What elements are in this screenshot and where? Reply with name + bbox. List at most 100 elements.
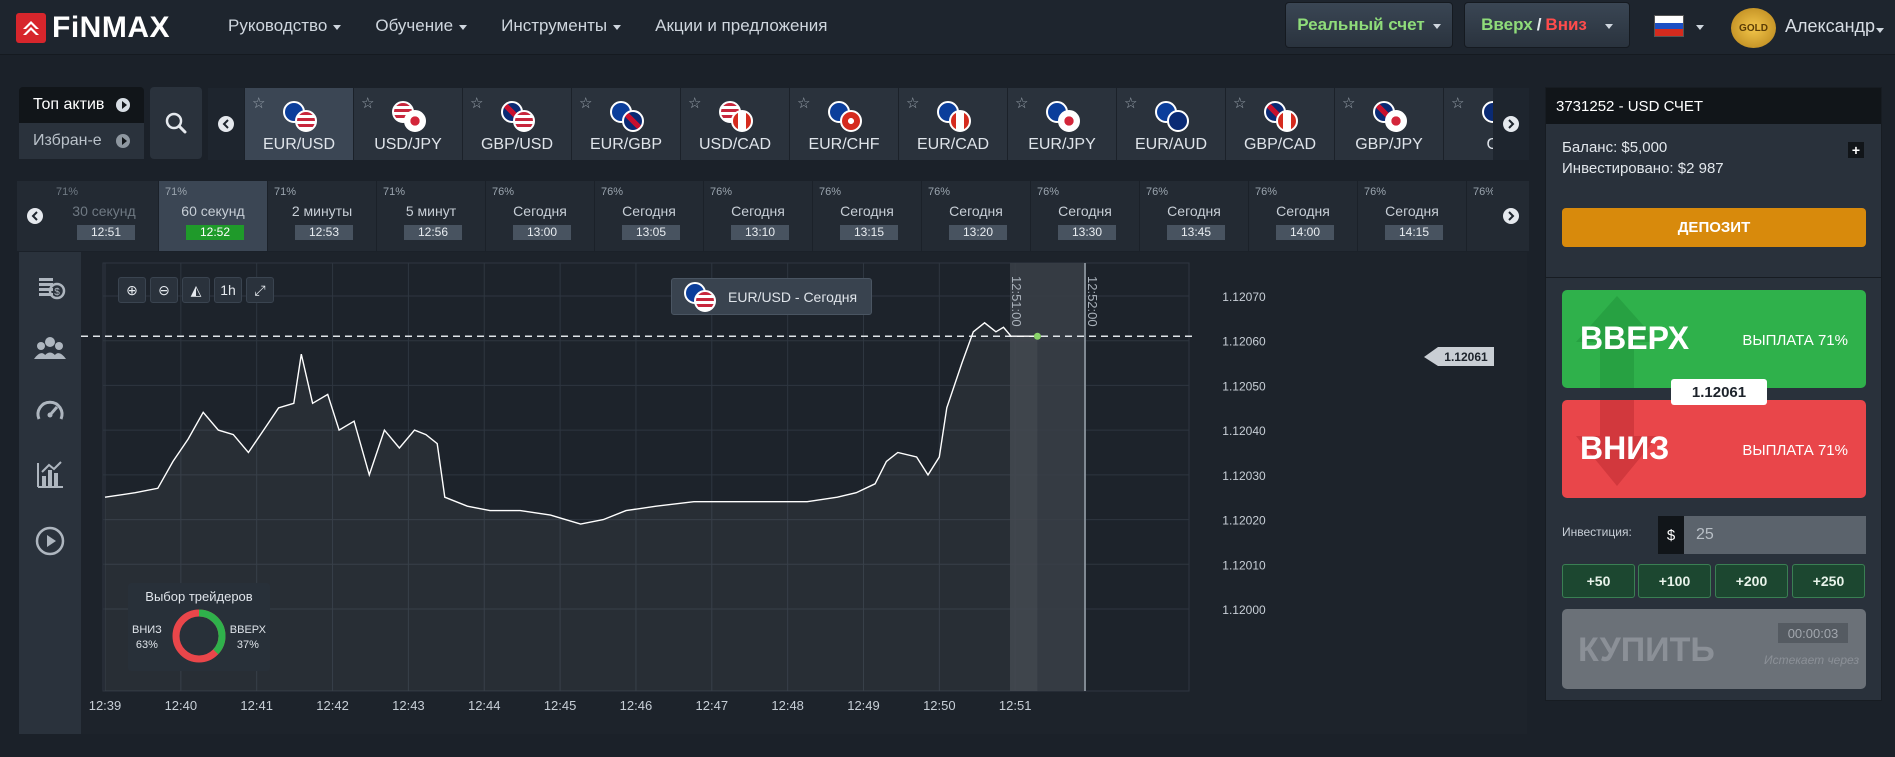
x-axis: 12:39 12:40 12:41 12:42 12:43 12:44 12:45 12:46…	[89, 698, 1032, 713]
put-down-button[interactable]: ВНИЗ ВЫПЛАТА 71%	[1562, 400, 1866, 498]
expiry-tile[interactable]: 76% Сегодня 13:05	[595, 181, 704, 251]
flag-icon	[1276, 110, 1298, 132]
expiry-tile[interactable]: 71% 30 секунд 12:51	[50, 181, 159, 251]
users-icon[interactable]	[33, 332, 67, 366]
buy-button[interactable]: КУПИТЬ 00:00:03 Истекает через	[1562, 609, 1866, 689]
indicators-button[interactable]: ⤢	[246, 277, 274, 303]
expiry-tile[interactable]: 71% 2 минуты 12:53	[268, 181, 377, 251]
language-selector[interactable]	[1654, 15, 1704, 37]
put-down-label: ВНИЗ	[1580, 430, 1670, 466]
chart-asset-tag[interactable]: EUR/USD - Сегодня	[671, 278, 872, 315]
asset-tile[interactable]: ☆ USD/CAD	[681, 88, 790, 160]
asset-tile[interactable]: ☆ GBP/JPY	[1335, 88, 1444, 160]
bar-chart-icon[interactable]	[33, 458, 67, 492]
menu-guide[interactable]: Руководство	[228, 16, 342, 36]
assets-prev-button[interactable]	[208, 88, 244, 160]
add-200-button[interactable]: +200	[1715, 564, 1788, 598]
traders-choice-widget: Выбор трейдеров ВНИЗ 63% ВВЕРХ 37%	[128, 583, 270, 671]
expand-account-button[interactable]: +	[1848, 142, 1864, 158]
asset-tile[interactable]: ☆ GB	[1444, 88, 1493, 160]
expiry-tile[interactable]: 76% Сегодня 13:20	[922, 181, 1031, 251]
flag-icon	[1385, 110, 1407, 132]
zoom-in-button[interactable]: ⊕	[118, 277, 146, 303]
star-icon[interactable]: ☆	[1451, 95, 1465, 112]
asset-tile[interactable]: ☆ GBP/USD	[463, 88, 572, 160]
expiry-time: 14:15	[1385, 225, 1443, 240]
expiry-tile[interactable]: 76% Сегодня 13:15	[813, 181, 922, 251]
star-icon[interactable]: ☆	[688, 95, 702, 112]
asset-tile[interactable]: ☆ EUR/AUD	[1117, 88, 1226, 160]
investment-amount-input[interactable]	[1684, 516, 1866, 554]
asset-tile[interactable]: ☆ EUR/GBP	[572, 88, 681, 160]
asset-tile[interactable]: ☆ EUR/CHF	[790, 88, 899, 160]
add-100-button[interactable]: +100	[1638, 564, 1711, 598]
expiry-tile[interactable]: 71% 5 минут 12:56	[377, 181, 486, 251]
menu-learning[interactable]: Обучение	[375, 16, 468, 36]
star-icon[interactable]: ☆	[797, 95, 811, 112]
y-tick-label: 1.12000	[1222, 603, 1266, 617]
price-chart-panel[interactable]: 12:51:00 12:52:00 1.12070 1.12060 1.12050 1…	[81, 252, 1527, 734]
expiry-tile[interactable]: 76% Сегодня 13:00	[486, 181, 595, 251]
y-tick-label: 1.12020	[1222, 514, 1266, 528]
star-icon[interactable]: ☆	[1342, 95, 1356, 112]
asset-name: GBP/USD	[480, 136, 553, 153]
buy-countdown: 00:00:03	[1778, 623, 1848, 643]
add-250-button[interactable]: +250	[1792, 564, 1865, 598]
expiry-label: Сегодня	[1385, 203, 1439, 219]
expiry-prev-button[interactable]	[17, 181, 53, 251]
expiry-tile[interactable]: 76% Сегодня 13:30	[1031, 181, 1140, 251]
traders-up-label: ВВЕРХ	[229, 624, 266, 636]
asset-tile[interactable]: ☆ EUR/CAD	[899, 88, 1008, 160]
expiry-time: 13:10	[731, 225, 789, 240]
timeframe-button[interactable]: 1h	[214, 277, 242, 303]
star-icon[interactable]: ☆	[361, 95, 375, 112]
expiry-payout: 71%	[383, 186, 406, 198]
user-name[interactable]: Александр	[1785, 16, 1876, 36]
star-icon[interactable]: ☆	[1015, 95, 1029, 112]
real-account-dropdown[interactable]: Реальный счет	[1285, 2, 1453, 48]
star-icon[interactable]: ☆	[1233, 95, 1247, 112]
chevron-down-icon	[1696, 24, 1704, 30]
chart-type-button[interactable]: ◭	[182, 277, 210, 303]
put-payout-label: ВЫПЛАТА 71%	[1742, 442, 1848, 459]
asset-tile[interactable]: ☆ GBP/CAD	[1226, 88, 1335, 160]
star-icon[interactable]: ☆	[1124, 95, 1138, 112]
play-circle-icon[interactable]	[33, 524, 67, 558]
expiry-tile[interactable]: 76% Сегодня 14:15	[1358, 181, 1467, 251]
chart-asset-label: EUR/USD - Сегодня	[728, 288, 858, 305]
direction-dropdown[interactable]: Вверх / Вниз	[1464, 2, 1630, 48]
user-menu-toggle[interactable]	[1876, 26, 1884, 33]
expiry-tile[interactable]: 76% Сегодня 14:00	[1249, 181, 1358, 251]
menu-promotions[interactable]: Акции и предложения	[655, 16, 827, 36]
expiry-payout: 76%	[492, 186, 515, 198]
star-icon[interactable]: ☆	[470, 95, 484, 112]
assets-next-button[interactable]	[1493, 88, 1529, 160]
star-icon[interactable]: ☆	[579, 95, 593, 112]
star-icon[interactable]: ☆	[906, 95, 920, 112]
filter-top-assets[interactable]: Топ актив	[19, 87, 144, 123]
asset-tile[interactable]: ☆ EUR/USD	[245, 88, 354, 160]
asset-tile[interactable]: ☆ EUR/JPY	[1008, 88, 1117, 160]
filter-favorites[interactable]: Избран-е	[19, 123, 144, 159]
add-50-button[interactable]: +50	[1562, 564, 1635, 598]
asset-search-button[interactable]	[150, 87, 202, 159]
expiry-next-button[interactable]	[1493, 181, 1529, 251]
expiry-tile[interactable]: 76% Сегодня 13:10	[704, 181, 813, 251]
investment-label: Инвестиция:	[1562, 525, 1632, 539]
price-chart[interactable]: 12:51:00 12:52:00 1.120701.120601.120501…	[81, 252, 1527, 734]
expiry-tile[interactable]: 76% Сегодня 13:45	[1140, 181, 1249, 251]
speedometer-icon[interactable]	[33, 395, 67, 429]
asset-name: EUR/USD	[262, 136, 335, 153]
expiry-tile[interactable]: 76%	[1467, 181, 1493, 251]
call-up-button[interactable]: ВВЕРХ ВЫПЛАТА 71%	[1562, 290, 1866, 388]
expiry-tile[interactable]: 71% 60 секунд 12:52	[159, 181, 268, 251]
star-icon[interactable]: ☆	[252, 95, 266, 112]
finmax-logo[interactable]: FiNMAX	[16, 11, 170, 45]
zoom-out-button[interactable]: ⊖	[150, 277, 178, 303]
russia-flag-icon	[1654, 15, 1684, 37]
coins-icon[interactable]: $	[33, 270, 67, 304]
chart-zoom-toolbar: ⊕ ⊖ ◭ 1h ⤢	[118, 277, 274, 303]
asset-tile[interactable]: ☆ USD/JPY	[354, 88, 463, 160]
deposit-button[interactable]: ДЕПОЗИТ	[1562, 208, 1866, 247]
menu-tools[interactable]: Инструменты	[501, 16, 622, 36]
